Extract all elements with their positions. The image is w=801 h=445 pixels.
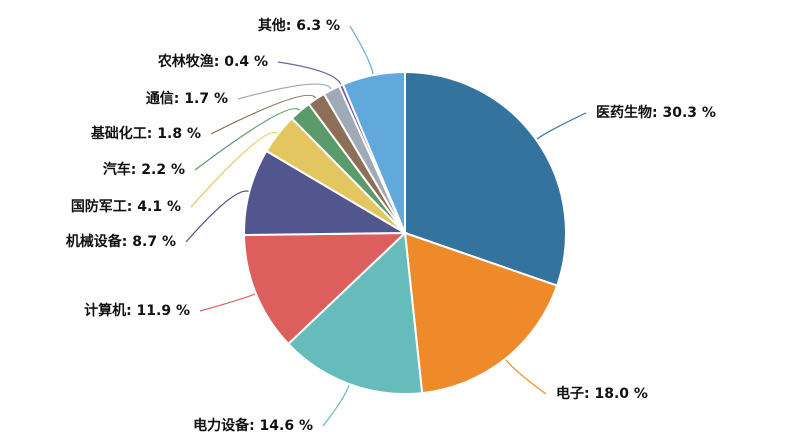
slice-5-leader-line xyxy=(185,190,249,243)
leader-layer xyxy=(185,25,587,427)
slice-1-leader-line xyxy=(536,112,587,140)
slice-2-label: 电子: 18.0 % xyxy=(556,385,648,402)
slice-8-leader-line xyxy=(210,94,317,135)
slice-10-label: 农林牧渔: 0.4 % xyxy=(157,53,268,70)
slice-7-leader-line xyxy=(194,108,300,171)
slice-11-wedge xyxy=(341,70,406,234)
slice-5-label: 机械设备: 8.7 % xyxy=(66,233,176,250)
slice-layer xyxy=(242,70,568,395)
slice-4-label: 计算机: 11.9 % xyxy=(84,302,190,319)
slice-6-leader-line xyxy=(190,131,278,208)
slice-1-wedge xyxy=(404,70,568,287)
slice-5-wedge xyxy=(243,149,409,237)
slice-1-label: 医药生物: 30.3 % xyxy=(596,104,716,121)
slice-3-wedge xyxy=(286,230,424,395)
slice-11-leader-line xyxy=(349,25,374,75)
slice-4-wedge xyxy=(242,231,408,346)
slice-7-label: 汽车: 2.2 % xyxy=(103,161,185,178)
slice-4-leader-line xyxy=(199,293,256,312)
slice-8-label: 基础化工: 1.8 % xyxy=(91,125,201,142)
label-layer: 医药生物: 30.3 % 电子: 18.0 % 电力设备: 14.6 % 计算机: 1… xyxy=(66,17,716,434)
slice-2-leader-line xyxy=(505,359,547,395)
slice-6-label: 国防军工: 4.1 % xyxy=(71,198,181,215)
slice-3-leader-line xyxy=(322,384,350,427)
slice-11-label: 其他: 6.3 % xyxy=(258,17,340,34)
slice-10-leader-line xyxy=(277,61,342,85)
slice-2-wedge xyxy=(403,231,559,395)
slice-3-label: 电力设备: 14.6 % xyxy=(193,417,313,434)
slice-9-leader-line xyxy=(237,83,332,100)
slice-9-label: 通信: 1.7 % xyxy=(146,90,228,107)
